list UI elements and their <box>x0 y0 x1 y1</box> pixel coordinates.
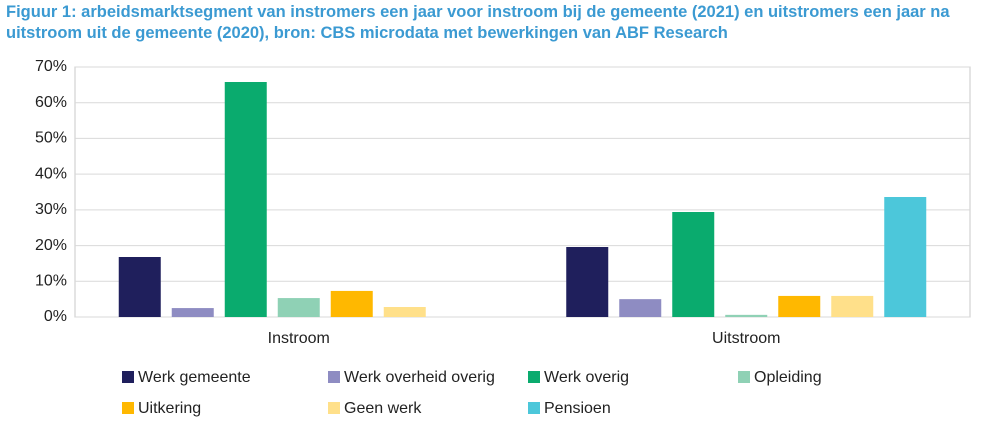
y-tick-label: 60% <box>35 94 67 111</box>
legend-swatch <box>328 402 340 414</box>
legend-label: Werk gemeente <box>138 369 251 386</box>
legend-swatch <box>528 402 540 414</box>
bar <box>831 295 874 317</box>
legend-label: Werk overig <box>544 369 629 386</box>
bar <box>778 295 821 317</box>
bar <box>619 299 662 317</box>
y-tick-label: 0% <box>44 308 67 325</box>
bar <box>672 212 715 317</box>
legend-label: Geen werk <box>344 400 422 417</box>
bar <box>725 314 768 317</box>
bar <box>224 82 267 317</box>
legend-swatch <box>122 402 134 414</box>
y-tick-label: 30% <box>35 201 67 218</box>
x-tick-label: Uitstroom <box>712 330 780 347</box>
chart-title: Figuur 1: arbeidsmarktsegment van instro… <box>6 3 950 42</box>
bar <box>884 197 927 317</box>
bar <box>383 307 426 317</box>
y-tick-label: 20% <box>35 237 67 254</box>
bar <box>330 290 373 317</box>
legend-label: Werk overheid overig <box>344 369 495 386</box>
y-tick-label: 40% <box>35 165 67 182</box>
legend-swatch <box>328 371 340 383</box>
legend-swatch <box>528 371 540 383</box>
x-tick-label: Instroom <box>268 330 330 347</box>
plot-frame <box>74 66 971 318</box>
bar <box>118 257 161 317</box>
legend-label: Uitkering <box>138 400 201 417</box>
y-tick-label: 70% <box>35 58 67 75</box>
legend-label: Opleiding <box>754 369 822 386</box>
legend-swatch <box>122 371 134 383</box>
y-tick-label: 50% <box>35 130 67 147</box>
bar <box>566 247 609 317</box>
bar <box>171 308 214 317</box>
y-tick-label: 10% <box>35 273 67 290</box>
legend-label: Pensioen <box>544 400 611 417</box>
legend-swatch <box>738 371 750 383</box>
bar <box>277 298 320 317</box>
